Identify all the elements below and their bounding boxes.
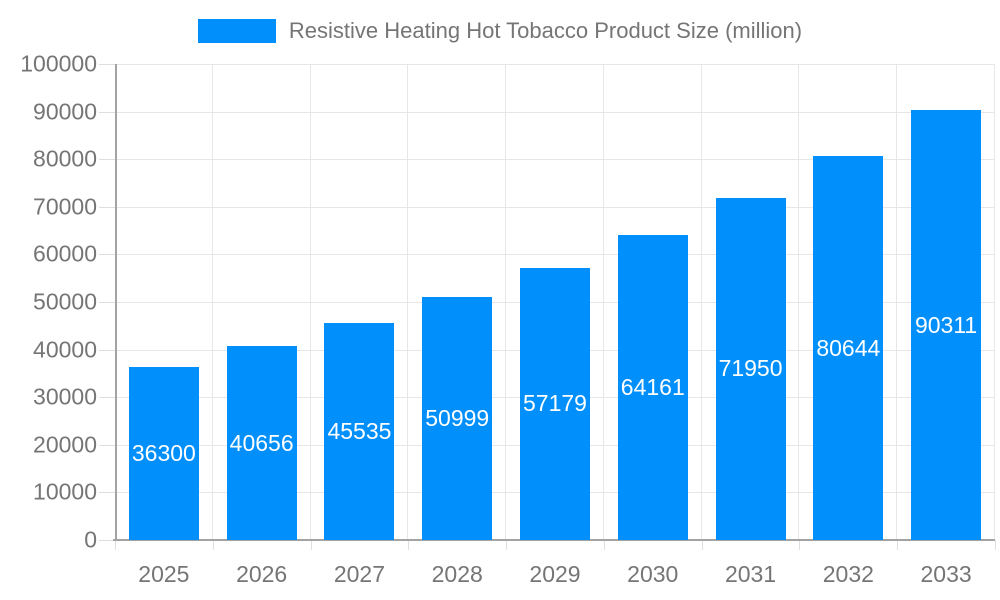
y-axis-tick <box>99 159 115 161</box>
bar: 71950 <box>715 197 786 540</box>
bar-value-label: 71950 <box>718 355 783 382</box>
y-axis-tick <box>99 64 115 65</box>
bar: 40656 <box>226 346 297 540</box>
bar: 80644 <box>813 156 884 540</box>
x-axis-line <box>113 539 995 541</box>
x-axis-tick <box>506 540 508 550</box>
bar: 36300 <box>128 367 199 540</box>
x-gridline <box>994 64 995 540</box>
x-axis-tick <box>701 540 703 550</box>
bar-value-label: 64161 <box>620 373 685 400</box>
y-gridline <box>115 111 995 113</box>
y-axis-tick <box>99 206 115 208</box>
y-axis-tick <box>99 492 115 494</box>
y-tick-label: 40000 <box>33 336 97 363</box>
x-tick-label: 2027 <box>333 561 386 587</box>
x-tick-label: 2032 <box>822 561 874 587</box>
bar-value-label: 57179 <box>523 390 587 417</box>
y-tick-label: 30000 <box>33 383 97 410</box>
bar-value-label: 50999 <box>425 405 490 432</box>
y-gridline <box>115 206 995 208</box>
x-gridline <box>896 64 898 540</box>
x-axis-tick <box>603 540 605 550</box>
y-axis-tick <box>99 111 115 113</box>
legend-swatch <box>197 19 276 43</box>
x-gridline <box>309 64 311 540</box>
x-axis-tick <box>897 540 899 550</box>
y-axis-tick <box>99 349 115 351</box>
bar: 57179 <box>520 267 590 540</box>
y-axis-tick <box>99 397 115 399</box>
bar-value-label: 45535 <box>327 418 392 445</box>
legend-label: Resistive Heating Hot Tobacco Product Si… <box>288 18 803 43</box>
y-tick-label: 50000 <box>33 288 97 315</box>
bar: 90311 <box>911 110 982 540</box>
y-tick-label: 100000 <box>20 50 97 77</box>
y-tick-label: 10000 <box>33 478 97 505</box>
x-tick-label: 2030 <box>627 561 679 587</box>
bar-value-label: 40656 <box>229 429 294 456</box>
y-tick-label: 80000 <box>33 145 97 172</box>
x-axis-tick <box>799 540 801 550</box>
x-gridline <box>700 64 702 540</box>
x-axis-tick <box>995 540 996 550</box>
x-gridline <box>407 64 409 540</box>
y-gridline <box>115 254 995 256</box>
x-axis-tick <box>310 540 312 550</box>
x-tick-label: 2028 <box>431 561 483 587</box>
x-axis-tick <box>115 540 116 550</box>
y-gridline <box>115 64 995 65</box>
y-axis-tick <box>99 444 115 446</box>
x-gridline <box>602 64 604 540</box>
bar: 64161 <box>617 234 688 540</box>
bar-value-label: 80644 <box>816 334 881 361</box>
x-tick-label: 2029 <box>529 561 581 587</box>
x-gridline <box>505 64 507 540</box>
y-tick-label: 70000 <box>33 193 97 220</box>
plot-area: 36300 40656 45535 50999 57179 64161 71950 80644… <box>20 52 996 587</box>
y-axis-line <box>115 64 117 540</box>
x-gridline <box>798 64 800 540</box>
y-axis-tick <box>99 254 115 256</box>
x-axis-tick <box>212 540 214 550</box>
x-tick-label: 2033 <box>920 561 972 587</box>
bar-value-label: 90311 <box>914 311 978 338</box>
y-tick-label: 0 <box>84 526 97 553</box>
y-tick-label: 60000 <box>33 240 97 267</box>
legend-item[interactable]: Resistive Heating Hot Tobacco Product Si… <box>0 17 1000 45</box>
y-tick-label: 90000 <box>33 98 97 125</box>
y-gridline <box>115 159 995 161</box>
y-axis-tick <box>99 302 115 303</box>
x-axis-tick <box>408 540 410 550</box>
y-axis-tick <box>99 540 115 541</box>
bar: 50999 <box>422 297 493 540</box>
x-gridline <box>211 64 213 540</box>
x-tick-label: 2031 <box>724 561 777 587</box>
bar: 45535 <box>324 323 395 540</box>
x-tick-label: 2026 <box>236 561 288 587</box>
y-tick-label: 20000 <box>33 431 97 458</box>
x-tick-label: 2025 <box>138 561 190 587</box>
bar-value-label: 36300 <box>131 440 196 467</box>
